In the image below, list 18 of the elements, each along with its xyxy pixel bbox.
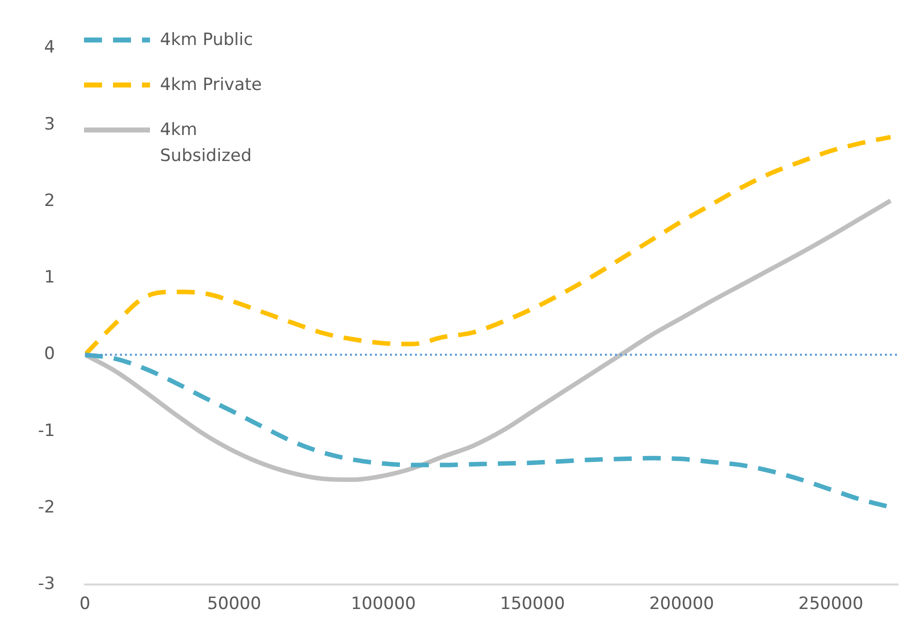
- x-tick-label: 0: [80, 594, 90, 614]
- y-tick-label: 2: [44, 190, 55, 211]
- y-tick-label: -1: [38, 420, 55, 441]
- y-tick-label: 4: [44, 38, 55, 58]
- legend-label: 4km Private: [160, 74, 263, 97]
- y-tick-label: 1: [44, 268, 55, 288]
- x-tick-label: 100000: [350, 594, 416, 614]
- y-tick-label: -2: [38, 497, 55, 518]
- x-tick-label: 150000: [500, 594, 565, 614]
- x-tick-label: 250000: [798, 594, 864, 614]
- legend-label: 4km Public: [160, 29, 254, 52]
- legend-label: 4km Subsidized: [160, 119, 253, 168]
- line-series: [84, 198, 893, 482]
- x-tick-label: 200000: [649, 594, 714, 614]
- y-tick-label: -3: [38, 574, 55, 594]
- x-tick-label: 50000: [207, 594, 262, 614]
- y-tick-label: 0: [44, 344, 55, 364]
- y-tick-label: 3: [44, 114, 55, 134]
